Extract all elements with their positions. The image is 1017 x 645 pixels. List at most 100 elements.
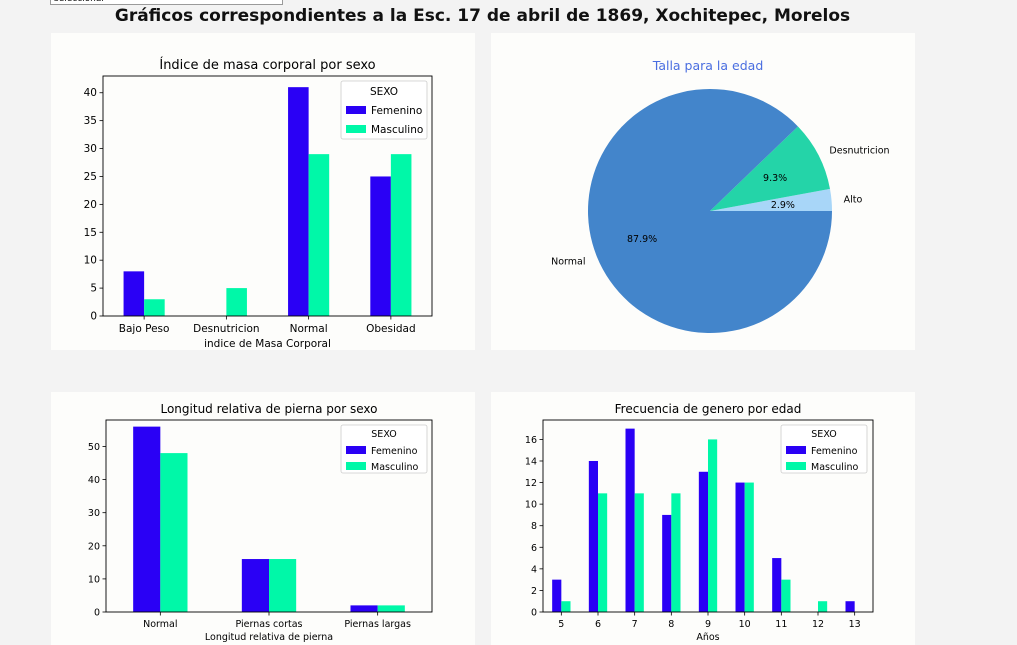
- x-tick-label: Bajo Peso: [119, 323, 170, 335]
- bar-masculino-5: [744, 482, 754, 612]
- bar-femenino-6: [772, 558, 782, 612]
- legend-swatch-femenino: [786, 446, 806, 454]
- y-tick-label: 8: [531, 521, 537, 532]
- x-tick-label: Obesidad: [366, 323, 416, 335]
- bar-masculino-6: [781, 579, 791, 612]
- bar-femenino-2: [350, 605, 378, 612]
- y-tick-label: 40: [88, 475, 100, 486]
- pie-slice-normal: [588, 89, 832, 334]
- legend-title: SEXO: [370, 86, 398, 98]
- x-axis-label: Longitud relativa de pierna: [205, 632, 333, 643]
- pie-slice-desnutricion: [710, 126, 830, 211]
- bar-femenino-1: [588, 460, 598, 612]
- pie-value-label: 87.9%: [627, 234, 657, 245]
- x-tick-label: 5: [558, 619, 564, 630]
- x-tick-label: Normal: [290, 323, 328, 335]
- y-tick-label: 0: [90, 311, 97, 323]
- bar-femenino-4: [698, 471, 708, 612]
- x-tick-label: 8: [668, 619, 674, 630]
- y-tick-label: 0: [94, 608, 100, 619]
- legend-label-masculino: Masculino: [371, 124, 423, 136]
- selection-dropdown[interactable]: seleccionar: [50, 0, 283, 5]
- y-tick-label: 2: [531, 586, 537, 597]
- legend-label-femenino: Femenino: [371, 446, 418, 457]
- leg-length-chart-panel: Longitud relativa de pierna por sexo Norm…: [51, 392, 475, 645]
- bar-femenino-0: [133, 426, 161, 612]
- bar-femenino-5: [735, 482, 745, 612]
- y-tick-label: 40: [84, 87, 97, 99]
- gender-frequency-by-age-chart: Frecuencia de genero por edad 5 6 7 8 9 10 11 12…: [525, 402, 874, 643]
- legend-box: [340, 80, 428, 140]
- pie-value-label: 9.3%: [763, 173, 787, 184]
- chart-title: Frecuencia de genero por edad: [615, 402, 802, 416]
- plot-frame: [102, 75, 433, 317]
- chart-title: Índice de masa corporal por sexo: [159, 57, 375, 73]
- legend-swatch-masculino: [346, 462, 366, 470]
- bar-masculino-3: [390, 154, 412, 316]
- legend-box: [340, 424, 428, 474]
- pie-label-desnutricion: Desnutricion: [829, 145, 889, 156]
- pie-label-normal: Normal: [551, 257, 585, 268]
- plot-frame: [105, 419, 433, 613]
- legend-label-masculino: Masculino: [371, 462, 419, 473]
- chart-title: Longitud relativa de pierna por sexo: [160, 402, 377, 416]
- chart-title: Talla para la edad: [652, 58, 764, 73]
- x-tick-label: 9: [705, 619, 711, 630]
- bar-femenino-3: [370, 176, 391, 316]
- y-tick-label: 15: [84, 227, 97, 239]
- bar-masculino-7: [818, 601, 828, 612]
- x-tick-label: Normal: [143, 619, 177, 630]
- leg-length-by-sex-chart: Longitud relativa de pierna por sexo Norm…: [88, 402, 433, 643]
- height-for-age-chart-panel: Talla para la edad Alto 2.9% Desnutricion 9.…: [491, 33, 915, 350]
- x-axis-label: indice de Masa Corporal: [204, 338, 331, 350]
- bar-masculino-1: [269, 559, 297, 612]
- y-tick-label: 50: [88, 442, 100, 453]
- x-tick-label: 13: [849, 619, 861, 630]
- bmi-chart-panel: Índice de masa corporal por sexo Bajo Pes…: [51, 33, 475, 350]
- y-tick-label: 4: [531, 564, 537, 575]
- plot-frame: [542, 419, 874, 613]
- bar-masculino-2: [634, 493, 644, 612]
- x-tick-label: 10: [739, 619, 751, 630]
- bar-masculino-0: [561, 601, 571, 612]
- legend-swatch-masculino: [786, 462, 806, 470]
- pie-slice-alto: [710, 188, 832, 211]
- bar-femenino-0: [552, 579, 562, 612]
- y-tick-label: 30: [88, 508, 100, 519]
- y-tick-label: 14: [525, 456, 537, 467]
- x-tick-label: 11: [775, 619, 787, 630]
- legend-label-femenino: Femenino: [371, 105, 422, 117]
- legend-title: SEXO: [371, 429, 396, 440]
- bmi-by-sex-chart: Índice de masa corporal por sexo Bajo Pes…: [84, 57, 433, 350]
- bar-masculino-4: [708, 439, 718, 612]
- legend-label-masculino: Masculino: [811, 462, 859, 473]
- x-tick-label: 6: [595, 619, 601, 630]
- bar-masculino-2: [308, 154, 330, 316]
- pie-label-alto: Alto: [844, 194, 863, 205]
- y-tick-label: 10: [88, 574, 100, 585]
- bar-masculino-1: [598, 493, 608, 612]
- bar-femenino-2: [288, 87, 309, 316]
- x-tick-label: Desnutricion: [193, 323, 259, 335]
- bar-femenino-8: [845, 601, 855, 612]
- page-title: Gráficos correspondientes a la Esc. 17 d…: [114, 6, 851, 26]
- legend-title: SEXO: [811, 429, 836, 440]
- y-tick-label: 25: [84, 171, 97, 183]
- y-tick-label: 12: [525, 478, 537, 489]
- bar-masculino-2: [377, 605, 405, 612]
- y-tick-label: 35: [84, 115, 97, 127]
- legend-swatch-femenino: [346, 446, 366, 454]
- x-tick-label: Piernas cortas: [236, 619, 303, 630]
- pie-value-label: 2.9%: [771, 200, 795, 211]
- legend-swatch-femenino: [346, 106, 366, 114]
- legend-swatch-masculino: [346, 125, 366, 133]
- bar-masculino-1: [226, 288, 247, 316]
- x-tick-label: Piernas largas: [344, 619, 411, 630]
- y-tick-label: 0: [531, 608, 537, 619]
- y-tick-label: 16: [525, 435, 537, 446]
- bar-femenino-1: [241, 559, 269, 612]
- legend-box: [780, 424, 868, 474]
- x-tick-label: 7: [632, 619, 638, 630]
- y-tick-label: 30: [84, 143, 97, 155]
- x-tick-label: 12: [812, 619, 824, 630]
